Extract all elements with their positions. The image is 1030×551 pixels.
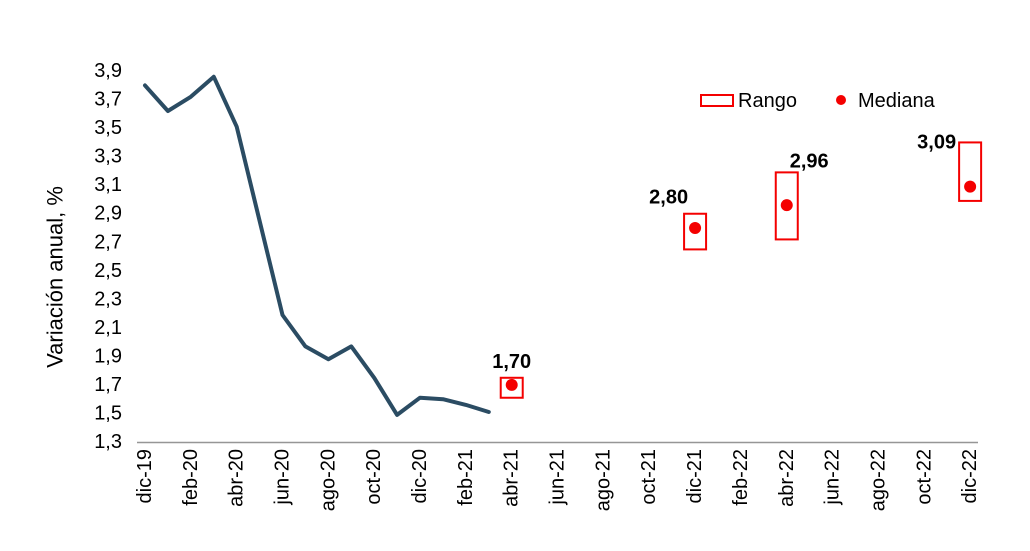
y-tick-label: 2,9 xyxy=(94,203,122,225)
x-tick-label: oct-21 xyxy=(638,449,660,505)
x-tick-label: jun-21 xyxy=(547,449,569,506)
median-dot xyxy=(505,378,518,391)
forecast-value-label: 3,09 xyxy=(917,131,956,153)
x-tick-label: dic-21 xyxy=(684,449,706,503)
y-axis: 3,9 3,7 3,5 3,3 3,1 2,9 2,7 2,5 2,3 2,1 1,9 1,7 1,5 1… xyxy=(94,60,122,453)
y-tick-label: 2,5 xyxy=(94,260,122,282)
observed-inflation-line xyxy=(143,74,491,417)
forecast-value-label: 2,80 xyxy=(649,187,688,209)
x-tick-label: abr-20 xyxy=(226,449,248,507)
forecasts: 1,70 2,80 2,96 3,09 xyxy=(492,131,983,399)
x-tick-label: oct-20 xyxy=(363,449,385,505)
x-tick-label: abr-22 xyxy=(776,449,798,507)
x-tick-label: feb-21 xyxy=(455,449,477,506)
y-tick-label: 1,7 xyxy=(94,374,122,396)
y-tick-label: 2,7 xyxy=(94,231,122,253)
median-dot xyxy=(964,180,977,193)
legend: Rango Mediana xyxy=(700,90,936,112)
x-tick-label: feb-20 xyxy=(180,449,202,506)
y-tick-label: 3,5 xyxy=(94,117,122,139)
y-tick-label: 3,1 xyxy=(94,174,122,196)
x-tick-label: dic-22 xyxy=(959,449,981,503)
forecast-value-label: 2,96 xyxy=(790,150,829,172)
legend-median-dot xyxy=(836,95,846,105)
x-tick-label: ago-20 xyxy=(317,449,339,511)
y-tick-label: 1,5 xyxy=(94,402,122,424)
x-tick-label: dic-20 xyxy=(409,449,431,503)
x-tick-label: feb-22 xyxy=(730,449,752,506)
y-tick-label: 3,9 xyxy=(94,60,122,82)
x-tick-label: ago-21 xyxy=(592,449,614,511)
y-tick-label: 2,3 xyxy=(94,288,122,310)
x-tick-label: dic-19 xyxy=(134,449,156,503)
median-dot xyxy=(689,222,702,235)
x-tick-label: abr-21 xyxy=(501,449,523,507)
legend-range-label: Rango xyxy=(738,90,797,112)
y-tick-label: 1,3 xyxy=(94,431,122,453)
legend-range-swatch xyxy=(700,94,734,107)
y-tick-label: 2,1 xyxy=(94,317,122,339)
x-tick-label: oct-22 xyxy=(913,449,935,505)
x-tick-label: ago-22 xyxy=(867,449,889,511)
y-tick-label: 3,7 xyxy=(94,89,122,111)
y-tick-label: 1,9 xyxy=(94,345,122,367)
x-tick-label: jun-22 xyxy=(822,449,844,506)
forecast-value-label: 1,70 xyxy=(492,351,531,373)
legend-median-label: Mediana xyxy=(858,90,936,112)
y-tick-label: 3,3 xyxy=(94,146,122,168)
median-dot xyxy=(780,199,793,212)
y-axis-title: Variación anual, % xyxy=(43,186,68,368)
x-axis: dic-19 feb-20 abr-20 jun-20 ago-20 oct-20 dic-… xyxy=(134,449,981,511)
x-tick-label: jun-20 xyxy=(272,449,294,506)
